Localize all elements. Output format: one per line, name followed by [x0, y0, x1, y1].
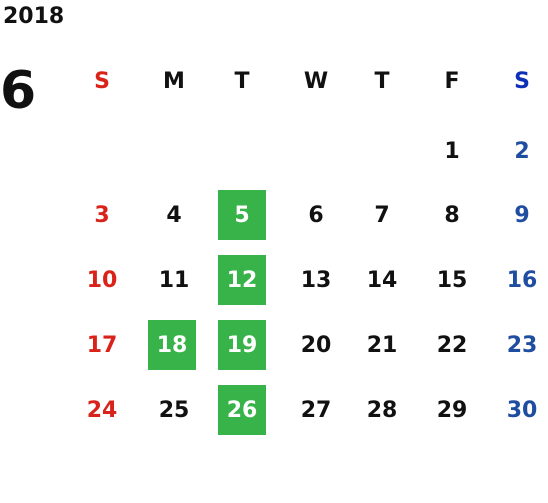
highlight-marker: 18 — [142, 320, 202, 370]
calendar-day-highlighted[interactable]: 12 — [212, 255, 272, 305]
calendar-day-highlighted[interactable]: 18 — [142, 320, 202, 370]
calendar-day-highlighted[interactable]: 5 — [212, 190, 272, 240]
calendar-day-highlighted[interactable]: 26 — [212, 385, 272, 435]
calendar-day[interactable]: 20 — [300, 332, 332, 358]
calendar-day[interactable]: 23 — [506, 332, 538, 358]
highlight-marker: 19 — [212, 320, 272, 370]
calendar-month: 6 — [0, 61, 37, 121]
weekday-wednesday: W — [303, 68, 329, 94]
highlight-marker: 12 — [212, 255, 272, 305]
calendar-day[interactable]: 17 — [86, 332, 118, 358]
calendar-year: 2018 — [3, 4, 65, 29]
calendar-day[interactable]: 8 — [444, 202, 460, 228]
calendar-day[interactable]: 6 — [308, 202, 324, 228]
highlight-marker: 5 — [212, 190, 272, 240]
calendar-day[interactable]: 27 — [300, 397, 332, 423]
calendar-day[interactable]: 29 — [436, 397, 468, 423]
calendar-day[interactable]: 13 — [300, 267, 332, 293]
calendar-day[interactable]: 28 — [366, 397, 398, 423]
calendar-day[interactable]: 1 — [444, 138, 460, 164]
calendar-day[interactable]: 22 — [436, 332, 468, 358]
weekday-friday: F — [444, 68, 460, 94]
highlight-marker: 26 — [212, 385, 272, 435]
calendar-day[interactable]: 10 — [86, 267, 118, 293]
calendar-day[interactable]: 7 — [374, 202, 390, 228]
weekday-tuesday: T — [234, 68, 250, 94]
calendar-day[interactable]: 30 — [506, 397, 538, 423]
calendar-day[interactable]: 24 — [86, 397, 118, 423]
calendar-day[interactable]: 2 — [514, 138, 530, 164]
calendar-day[interactable]: 21 — [366, 332, 398, 358]
calendar-day[interactable]: 25 — [158, 397, 190, 423]
calendar-day[interactable]: 11 — [158, 267, 190, 293]
weekday-sunday: S — [94, 68, 110, 94]
calendar-day[interactable]: 9 — [514, 202, 530, 228]
weekday-monday: M — [163, 68, 185, 94]
calendar-day[interactable]: 4 — [166, 202, 182, 228]
calendar-day-highlighted[interactable]: 19 — [212, 320, 272, 370]
weekday-thursday: T — [374, 68, 390, 94]
calendar-day[interactable]: 3 — [94, 202, 110, 228]
weekday-saturday: S — [514, 68, 530, 94]
calendar-day[interactable]: 15 — [436, 267, 468, 293]
calendar-day[interactable]: 16 — [506, 267, 538, 293]
calendar-day[interactable]: 14 — [366, 267, 398, 293]
